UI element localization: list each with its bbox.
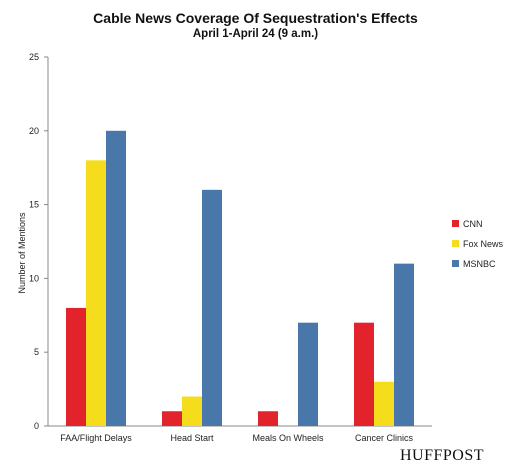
bar-cnn: [162, 411, 182, 426]
bar-fox-news: [182, 396, 202, 426]
chart-title: Cable News Coverage Of Sequestration's E…: [93, 10, 418, 26]
legend-label-cnn: CNN: [463, 218, 483, 229]
huffpost-logo: HUFFPOST: [400, 447, 485, 464]
legend-label-fox-news: Fox News: [463, 238, 504, 249]
legend-item-fox-news: Fox News: [452, 238, 503, 249]
legend-swatch-cnn: [452, 220, 459, 227]
y-tick-label: 15: [29, 200, 39, 210]
legend: CNN Fox News MSNBC: [452, 218, 503, 278]
y-tick-label: 25: [29, 52, 39, 62]
x-tick-label: FAA/Flight Delays: [60, 433, 132, 443]
legend-swatch-msnbc: [452, 260, 459, 267]
bar-msnbc: [298, 322, 318, 426]
bar-fox-news: [86, 160, 106, 426]
x-tick-label: Meals On Wheels: [252, 433, 324, 443]
x-tick-label: Cancer Clinics: [355, 433, 414, 443]
bar-msnbc: [202, 189, 222, 426]
legend-label-msnbc: MSNBC: [463, 258, 496, 269]
chart-subtitle: April 1-April 24 (9 a.m.): [192, 28, 319, 40]
legend-swatch-fox-news: [452, 240, 459, 247]
y-tick-label: 20: [29, 126, 39, 136]
x-tick-label: Head Start: [170, 433, 214, 443]
bar-cnn: [66, 307, 86, 426]
bar-cnn: [354, 322, 374, 426]
bar-fox-news: [374, 381, 394, 426]
bar-msnbc: [106, 130, 126, 427]
bar-msnbc: [394, 263, 414, 426]
legend-item-cnn: CNN: [452, 218, 503, 229]
legend-item-msnbc: MSNBC: [452, 258, 503, 269]
y-tick-label: 0: [34, 421, 39, 431]
y-tick-label: 10: [29, 273, 39, 283]
bar-cnn: [258, 411, 278, 426]
y-tick-label: 5: [34, 347, 39, 357]
